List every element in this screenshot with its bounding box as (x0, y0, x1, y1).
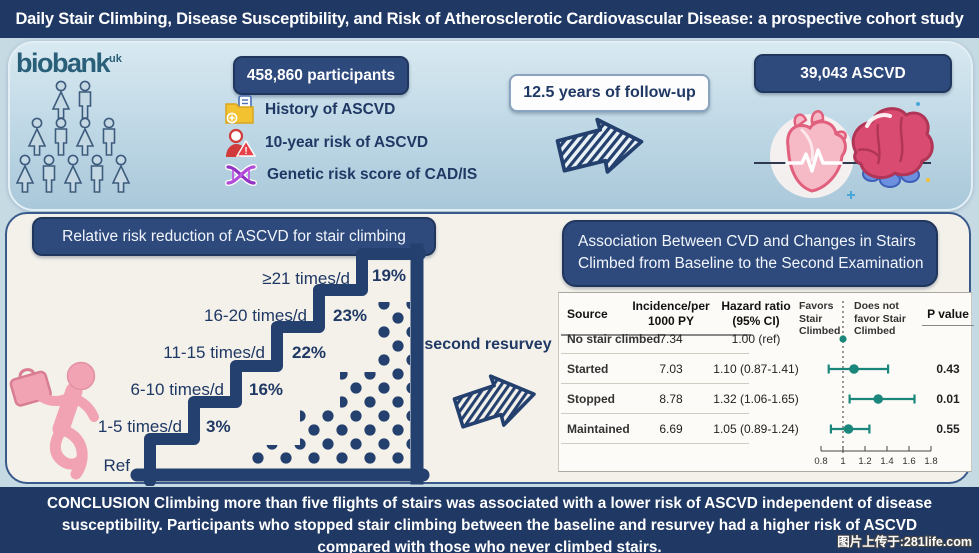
people-pyramid-icon (16, 80, 130, 193)
dna-icon (225, 164, 257, 186)
svg-text:1: 1 (840, 456, 845, 467)
row-hr: 1.10 (0.87-1.41) (713, 362, 799, 376)
forest-label-line: favor Stair (854, 312, 906, 325)
risk-item-genetic: Genetic risk score of CAD/IS (224, 161, 477, 189)
heart-brain-icon (754, 102, 934, 199)
stair-label: 1-5 times/d (98, 417, 182, 436)
conclusion-text: CONCLUSION Climbing more than five fligh… (46, 495, 933, 553)
heart-ecg-icon (785, 110, 847, 193)
biobank-logo-text: biobank (16, 48, 111, 78)
outcome-badge: 39,043 ASCVD (754, 54, 952, 93)
row-hr: 1.32 (1.06-1.65) (713, 392, 799, 406)
col-header-incidence: Incidence/per 1000 PY (626, 299, 716, 329)
person-climbing-icon (9, 361, 99, 480)
arrow-right-icon (452, 374, 536, 429)
stair-label: 6-10 times/d (130, 380, 224, 399)
forest-label-line: Stair (799, 312, 823, 325)
resurvey-label: second resurvey (424, 336, 552, 353)
row-source: Maintained (567, 422, 630, 436)
biobank-logo: biobankuk (16, 48, 122, 79)
brain-icon (847, 102, 934, 199)
svg-text:1.8: 1.8 (924, 456, 937, 467)
stair-chart-title: Relative risk reduction of ASCVD for sta… (32, 217, 436, 256)
row-pvalue: 0.43 (936, 362, 960, 376)
biobank-logo-sup: uk (109, 53, 122, 65)
stairs-chart: Ref 1-5 times/d 6-10 times/d 11-15 times… (98, 243, 430, 486)
watermark: 图片上传于:281life.com (837, 535, 972, 549)
risk-item-history: History of ASCVD (224, 95, 395, 125)
page-title: Daily Stair Climbing, Disease Susceptibi… (0, 0, 979, 38)
folder-document-icon (225, 95, 254, 124)
stair-label: Ref (104, 456, 131, 475)
forest-label-line: Climbed (799, 325, 841, 338)
col-header-line: 1000 PY (647, 314, 695, 328)
col-header-line: Incidence/per (632, 299, 710, 313)
stair-value: 16% (249, 380, 283, 399)
svg-text:!: ! (244, 146, 247, 157)
association-title: Association Between CVD and Changes in S… (562, 220, 938, 287)
forest-label-line: Favors (799, 300, 834, 312)
forest-label-line: Does not (854, 300, 899, 312)
col-header-line: (95% CI) (732, 314, 780, 328)
row-incidence: 8.78 (659, 392, 683, 406)
risk-item-10year: ! 10-year risk of ASCVD (224, 128, 428, 158)
person-warning-icon: ! (226, 128, 256, 157)
row-hr: 1.00 (ref) (731, 332, 781, 346)
svg-text:1.6: 1.6 (902, 456, 915, 467)
row-incidence: 7.34 (659, 332, 683, 346)
risk-item-label: 10-year risk of ASCVD (265, 134, 429, 151)
row-incidence: 6.69 (659, 422, 683, 436)
row-hr: 1.05 (0.89-1.24) (713, 422, 799, 436)
svg-text:1.2: 1.2 (858, 456, 871, 467)
risk-item-label: Genetic risk score of CAD/IS (267, 166, 478, 183)
stair-value: 3% (206, 417, 231, 436)
forest-label-favors: Favors Stair Climbed (799, 300, 851, 338)
svg-text:1.4: 1.4 (880, 456, 893, 467)
forest-plot: 0.8 1 1.2 1.4 1.6 1.8 (814, 301, 938, 467)
col-header-line: Hazard ratio (721, 299, 791, 313)
arrow-right-icon (555, 117, 644, 174)
stair-label: 16-20 times/d (204, 306, 307, 325)
col-header-hazard: Hazard ratio (95% CI) (711, 299, 801, 329)
followup-badge: 12.5 years of follow-up (509, 74, 710, 112)
col-header-source: Source (567, 307, 608, 321)
conclusion-bar: CONCLUSION Climbing more than five fligh… (0, 487, 979, 553)
dots-fill (252, 302, 410, 464)
forest-label-not-favors: Does not favor Stair Climbed (854, 300, 916, 338)
stair-label: 11-15 times/d (163, 343, 265, 362)
row-source: No stair climbed (567, 332, 661, 346)
stair-value: 22% (292, 343, 326, 362)
row-source: Stopped (567, 392, 615, 406)
risk-item-label: History of ASCVD (265, 101, 396, 118)
row-incidence: 7.03 (659, 362, 683, 376)
association-table: Source Incidence/per 1000 PY Hazard rati… (558, 292, 974, 472)
stair-label: ≥21 times/d (262, 269, 350, 288)
forest-label-line: Climbed (854, 325, 896, 338)
stair-value: 19% (372, 266, 406, 285)
row-source: Started (567, 362, 609, 376)
stair-value: 23% (333, 306, 367, 325)
row-pvalue: 0.55 (936, 422, 960, 436)
svg-text:0.8: 0.8 (814, 456, 827, 467)
sparkle-icon (847, 191, 855, 199)
col-header-pvalue: P value (927, 307, 969, 321)
row-pvalue: 0.01 (936, 392, 960, 406)
participants-badge: 458,860 participants (233, 56, 409, 95)
